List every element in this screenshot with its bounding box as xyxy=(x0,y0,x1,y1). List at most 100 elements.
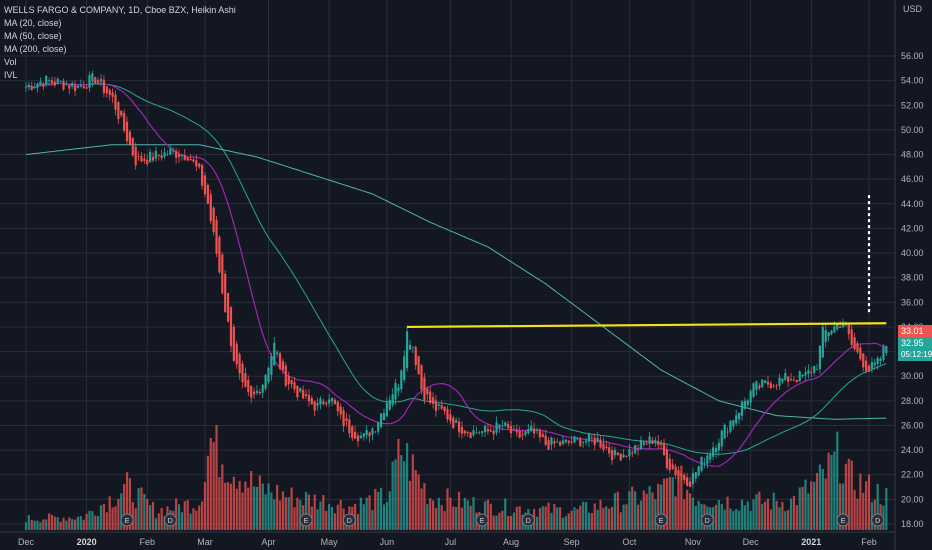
volume-bar xyxy=(449,497,452,530)
volume-bar xyxy=(328,503,331,530)
volume-bar xyxy=(576,509,579,530)
candle-body xyxy=(634,445,637,454)
event-marker-earnings xyxy=(120,513,134,527)
candle-body xyxy=(408,344,412,350)
volume-bar xyxy=(865,481,868,530)
volume-bar xyxy=(333,513,337,530)
candle-body xyxy=(53,81,56,86)
volume-bar xyxy=(403,461,406,530)
candle-body xyxy=(628,448,631,457)
y-tick-label: 20.00 xyxy=(901,494,924,504)
candle-body xyxy=(65,84,68,86)
candle-body xyxy=(576,437,579,440)
candle-body xyxy=(76,85,80,88)
x-tick-label: Aug xyxy=(503,537,519,547)
candle-body xyxy=(336,402,339,411)
candle-body xyxy=(821,326,824,358)
currency-label[interactable]: USD xyxy=(902,4,922,14)
candle-body xyxy=(582,442,585,443)
volume-bar xyxy=(844,463,848,530)
candle-body xyxy=(354,432,357,439)
volume-bar xyxy=(400,455,403,530)
legend-ma200[interactable]: MA (200, close) xyxy=(4,44,67,54)
candle-body xyxy=(215,219,218,254)
volume-bar xyxy=(815,472,819,530)
volume-bar xyxy=(322,495,325,530)
candle-body xyxy=(706,455,709,464)
candle-body xyxy=(177,154,181,158)
candle-body xyxy=(131,138,134,156)
volume-bar xyxy=(290,487,293,530)
volume-bar xyxy=(244,481,247,530)
candle-body xyxy=(483,426,487,433)
candle-body xyxy=(203,175,207,195)
candle-body xyxy=(437,404,440,406)
volume-bar xyxy=(186,500,189,530)
candle-body xyxy=(584,440,588,443)
volume-bar xyxy=(610,506,614,530)
candle-body xyxy=(553,441,556,444)
legend-ivl[interactable]: IVL xyxy=(4,70,18,80)
candle-body xyxy=(475,432,478,434)
volume-bar xyxy=(622,504,625,530)
event-marker-dividend xyxy=(342,513,356,527)
candle-body xyxy=(827,332,830,337)
volume-bar xyxy=(128,478,132,530)
candle-body xyxy=(420,365,423,390)
candle-body xyxy=(885,346,888,354)
candle-body xyxy=(596,437,599,442)
candle-body xyxy=(703,463,706,465)
candle-body xyxy=(512,428,516,430)
candle-body xyxy=(784,372,787,381)
candle-body xyxy=(515,429,518,433)
candle-body xyxy=(195,160,198,167)
legend-ma20[interactable]: MA (20, close) xyxy=(4,18,62,28)
candle-body xyxy=(856,343,859,353)
volume-bar xyxy=(330,506,334,530)
legend-title[interactable]: WELLS FARGO & COMPANY, 1D, Cboe BZX, Hei… xyxy=(4,5,236,15)
candle-body xyxy=(310,398,313,405)
volume-bar xyxy=(452,506,455,530)
legend-vol[interactable]: Vol xyxy=(4,57,17,67)
candle-body xyxy=(137,156,140,157)
candle-body xyxy=(79,85,82,87)
volume-bar xyxy=(299,500,302,530)
candle-body xyxy=(550,437,553,445)
y-tick-label: 48.00 xyxy=(901,150,924,160)
candle-body xyxy=(351,426,354,438)
volume-bar xyxy=(584,502,588,530)
candle-body xyxy=(403,356,406,380)
candle-body xyxy=(654,439,657,442)
volume-bar xyxy=(108,496,111,530)
volume-bar xyxy=(221,464,224,530)
volume-bar xyxy=(654,499,657,530)
candle-body xyxy=(735,415,738,424)
legend-ma50[interactable]: MA (50, close) xyxy=(4,31,62,41)
candle-body xyxy=(694,472,697,479)
countdown-tag: 05:12:19 xyxy=(898,349,932,361)
volume-bar xyxy=(278,500,282,530)
volume-bar xyxy=(426,504,429,530)
volume-bar xyxy=(304,491,308,530)
candle-body xyxy=(270,356,273,375)
candle-body xyxy=(677,470,680,477)
candle-body xyxy=(68,84,71,89)
volume-bar xyxy=(247,487,250,530)
volume-bar xyxy=(411,454,414,530)
candle-body xyxy=(772,385,775,387)
volume-bar xyxy=(504,498,507,530)
volume-bar xyxy=(486,499,490,530)
volume-bar xyxy=(648,486,651,530)
candle-body xyxy=(313,401,316,411)
candle-body xyxy=(758,385,761,389)
volume-bar xyxy=(111,507,114,530)
candle-body xyxy=(235,343,238,365)
candle-body xyxy=(504,422,507,426)
candle-body xyxy=(345,418,348,421)
volume-bar xyxy=(501,510,504,530)
event-marker-label: E xyxy=(304,518,309,525)
candle-body xyxy=(284,365,287,386)
candle-body xyxy=(56,78,59,84)
volume-bar xyxy=(316,509,319,530)
